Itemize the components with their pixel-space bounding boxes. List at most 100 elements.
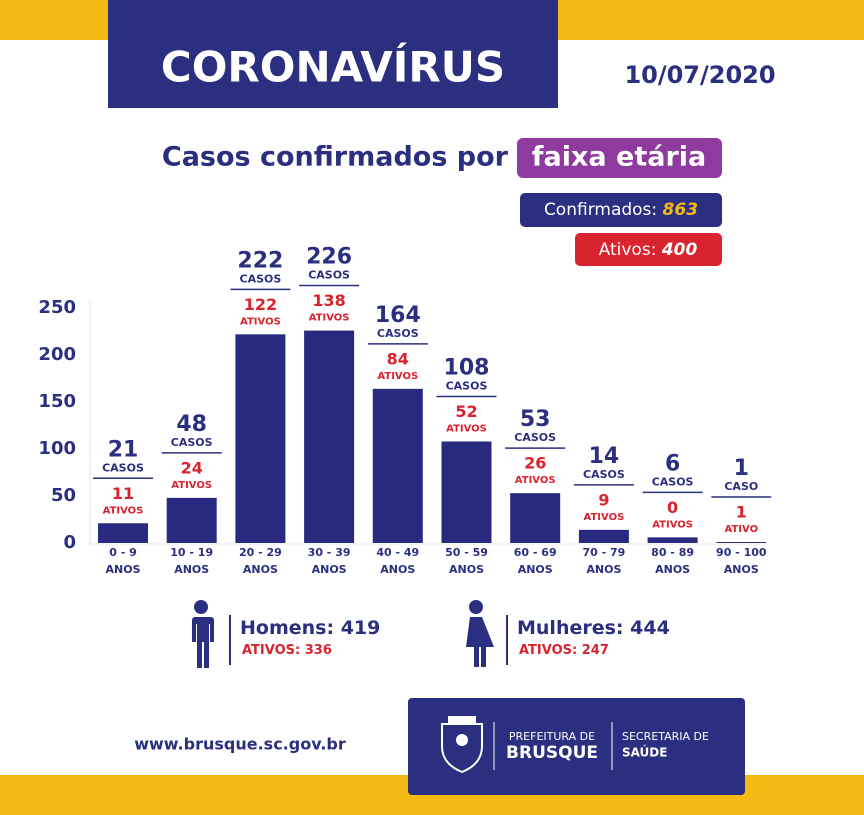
subtitle: Casos confirmados por	[162, 142, 509, 173]
men-value: 419	[341, 617, 381, 639]
women-total: Mulheres: 444	[517, 617, 670, 639]
confirmed-label: Confirmados:	[544, 200, 657, 220]
active-unit: ATIVOS	[309, 313, 350, 324]
x-tick-suffix: ANOS	[380, 563, 415, 576]
active-unit: ATIVOS	[240, 316, 281, 327]
value-label: 53	[520, 407, 551, 432]
active-unit: ATIVO	[725, 524, 759, 535]
active-value: 400	[661, 240, 698, 260]
active-label: 1	[736, 503, 747, 522]
value-unit: CASOS	[240, 272, 282, 285]
active-unit: ATIVOS	[446, 423, 487, 434]
bar	[304, 330, 355, 543]
active-label: 9	[598, 490, 609, 509]
x-tick-suffix: ANOS	[106, 563, 141, 576]
value-unit: CASOS	[377, 327, 419, 340]
value-label: 48	[176, 412, 207, 437]
men-icon	[191, 600, 214, 668]
y-tick-label: 50	[51, 485, 76, 506]
x-tick-label: 40 - 49	[376, 546, 419, 559]
women-label: Mulheres:	[517, 617, 624, 639]
men-active-value: 336	[305, 643, 332, 658]
confirmed-pill	[520, 193, 722, 227]
x-tick-suffix: ANOS	[312, 563, 347, 576]
subtitle-pill	[517, 138, 722, 178]
bar	[98, 523, 148, 543]
title-box	[108, 0, 558, 108]
value-unit: CASOS	[446, 379, 488, 392]
x-tick-label: 90 - 100	[716, 546, 767, 559]
x-tick-label: 80 - 89	[651, 546, 694, 559]
confirmed-value: 863	[663, 200, 699, 220]
x-tick-suffix: ANOS	[518, 563, 553, 576]
bar	[441, 441, 492, 543]
value-label: 222	[237, 248, 283, 273]
x-tick-label: 0 - 9	[109, 546, 137, 559]
active-label: 122	[244, 295, 277, 314]
value-label: 6	[665, 451, 680, 476]
value-unit: CASOS	[308, 269, 350, 282]
footer-box	[408, 698, 745, 795]
value-label: 21	[108, 437, 139, 462]
url[interactable]: www.brusque.sc.gov.br	[134, 735, 346, 754]
active-unit: ATIVOS	[584, 512, 625, 523]
x-tick-suffix: ANOS	[174, 563, 209, 576]
active-text: Ativos: 400	[599, 240, 698, 260]
value-unit: CASOS	[171, 436, 213, 449]
active-label: 0	[667, 498, 678, 517]
logo	[441, 716, 483, 774]
title: CORONAVÍRUS	[161, 42, 505, 92]
active-unit: ATIVOS	[171, 480, 212, 491]
value-label: 14	[589, 444, 620, 469]
dept-line2: SAÚDE	[622, 745, 667, 760]
active-label: 52	[455, 402, 477, 421]
active-unit: ATIVOS	[652, 519, 693, 530]
y-tick-label: 100	[38, 438, 76, 459]
confirmed-text: Confirmados: 863	[544, 200, 698, 220]
bar	[716, 542, 767, 543]
men-active: ATIVOS: 336	[242, 643, 332, 658]
value-label: 1	[734, 456, 749, 481]
x-tick-label: 20 - 29	[239, 546, 282, 559]
women-active-label: ATIVOS:	[519, 643, 577, 658]
y-tick-label: 250	[38, 297, 76, 318]
value-unit: CASOS	[583, 468, 625, 481]
x-tick-label: 50 - 59	[445, 546, 488, 559]
active-label: 84	[387, 349, 409, 368]
value-unit: CASOS	[102, 461, 144, 474]
active-label: 138	[312, 291, 345, 310]
x-tick-suffix: ANOS	[655, 563, 690, 576]
value-label: 164	[375, 303, 421, 328]
men-active-label: ATIVOS:	[242, 643, 300, 658]
active-label: 26	[524, 454, 546, 473]
women-active: ATIVOS: 247	[519, 643, 609, 658]
bar	[166, 497, 217, 543]
bar	[372, 388, 423, 543]
active-label: Ativos:	[599, 240, 657, 260]
women-active-value: 247	[582, 643, 609, 658]
x-tick-label: 60 - 69	[514, 546, 557, 559]
active-label: 11	[112, 484, 134, 503]
women-icon	[466, 600, 494, 667]
dept-line1: SECRETARIA DE	[622, 730, 709, 743]
bar	[647, 537, 698, 543]
bar	[510, 493, 561, 543]
active-unit: ATIVOS	[103, 505, 144, 516]
men-label: Homens:	[240, 617, 334, 639]
x-tick-label: 10 - 19	[170, 546, 213, 559]
active-unit: ATIVOS	[377, 371, 418, 382]
active-pill	[575, 233, 722, 266]
y-tick-label: 150	[38, 391, 76, 412]
men-total: Homens: 419	[240, 617, 380, 639]
date: 10/07/2020	[624, 61, 775, 89]
x-tick-suffix: ANOS	[586, 563, 621, 576]
x-tick-label: 30 - 39	[308, 546, 351, 559]
value-unit: CASO	[724, 480, 758, 493]
active-label: 24	[181, 458, 203, 477]
subtitle-highlight: faixa etária	[532, 142, 707, 173]
x-tick-suffix: ANOS	[449, 563, 484, 576]
org-line2: BRUSQUE	[506, 743, 598, 763]
